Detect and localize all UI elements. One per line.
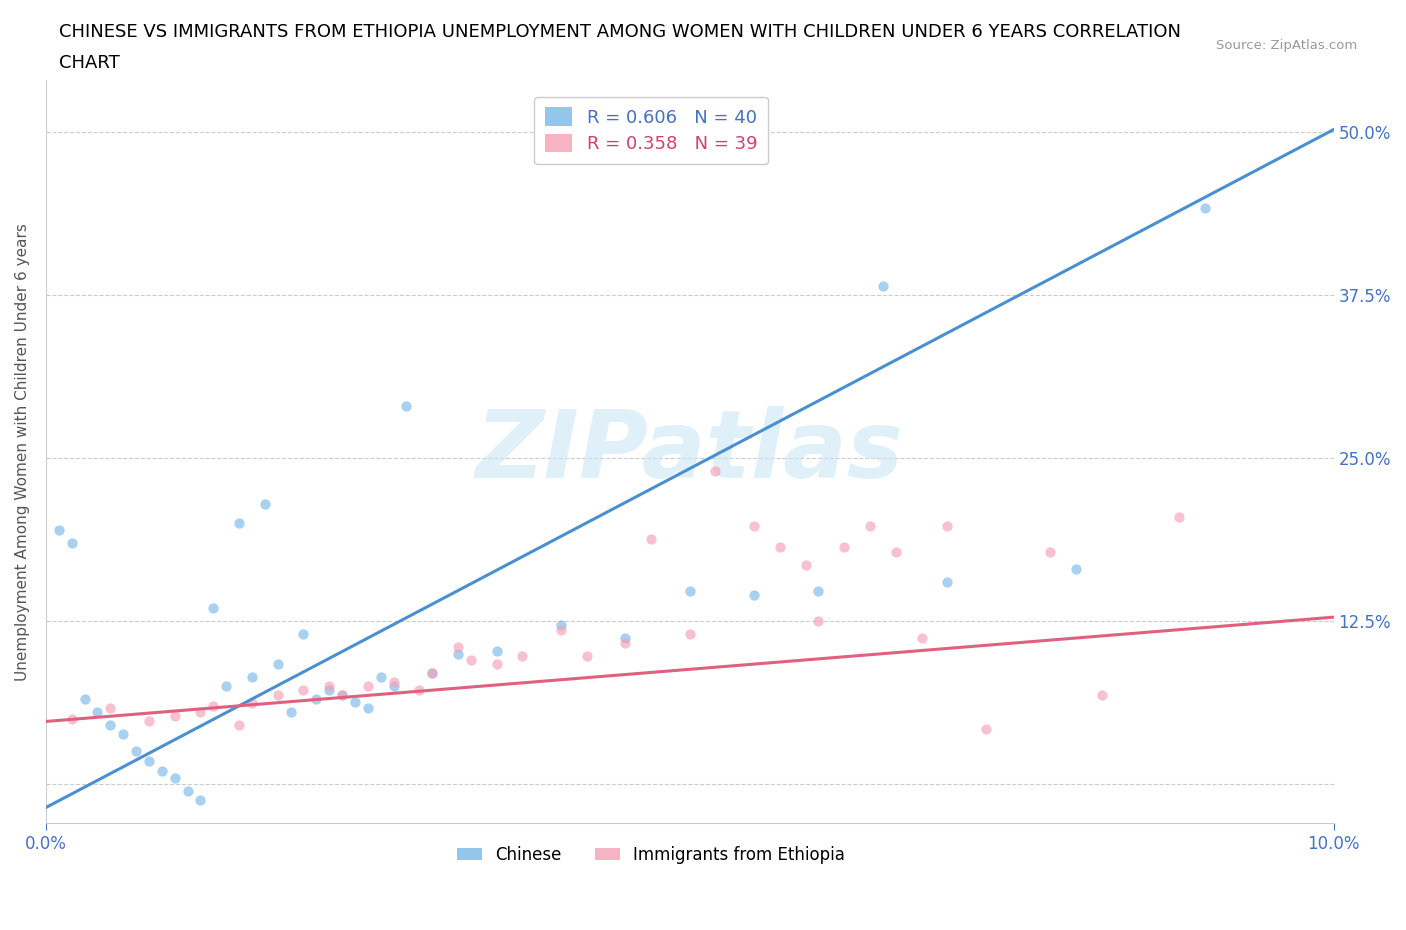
- Point: [512, 649, 534, 664]
- Point: [447, 640, 470, 655]
- Point: [163, 770, 186, 785]
- Point: [228, 718, 250, 733]
- Point: [86, 705, 108, 720]
- Legend: Chinese, Immigrants from Ethiopia: Chinese, Immigrants from Ethiopia: [450, 839, 852, 870]
- Point: [150, 764, 173, 778]
- Point: [408, 683, 430, 698]
- Point: [936, 519, 959, 534]
- Point: [125, 744, 148, 759]
- Point: [190, 705, 212, 720]
- Point: [318, 679, 340, 694]
- Text: CHINESE VS IMMIGRANTS FROM ETHIOPIA UNEMPLOYMENT AMONG WOMEN WITH CHILDREN UNDER: CHINESE VS IMMIGRANTS FROM ETHIOPIA UNEM…: [59, 23, 1181, 41]
- Point: [807, 614, 830, 629]
- Point: [202, 601, 225, 616]
- Point: [742, 519, 765, 534]
- Point: [614, 631, 637, 645]
- Point: [305, 692, 328, 707]
- Point: [640, 532, 662, 547]
- Point: [112, 727, 135, 742]
- Point: [240, 696, 263, 711]
- Point: [872, 279, 894, 294]
- Point: [73, 692, 96, 707]
- Point: [98, 701, 121, 716]
- Point: [98, 718, 121, 733]
- Point: [382, 675, 405, 690]
- Point: [614, 636, 637, 651]
- Point: [884, 545, 907, 560]
- Point: [485, 657, 508, 671]
- Point: [228, 516, 250, 531]
- Point: [1039, 545, 1062, 560]
- Point: [267, 657, 290, 671]
- Point: [357, 701, 380, 716]
- Point: [859, 519, 882, 534]
- Point: [330, 688, 353, 703]
- Text: Source: ZipAtlas.com: Source: ZipAtlas.com: [1216, 39, 1357, 52]
- Point: [1168, 510, 1191, 525]
- Point: [253, 497, 276, 512]
- Point: [1091, 688, 1114, 703]
- Point: [357, 679, 380, 694]
- Point: [343, 695, 366, 710]
- Point: [280, 705, 302, 720]
- Point: [1258, 822, 1281, 837]
- Point: [215, 679, 238, 694]
- Point: [395, 399, 418, 414]
- Point: [202, 698, 225, 713]
- Text: CHART: CHART: [59, 54, 120, 72]
- Point: [704, 464, 727, 479]
- Point: [292, 627, 315, 642]
- Point: [176, 783, 198, 798]
- Point: [420, 666, 443, 681]
- Point: [1194, 200, 1216, 215]
- Point: [138, 753, 160, 768]
- Point: [832, 539, 855, 554]
- Point: [910, 631, 932, 645]
- Point: [447, 646, 470, 661]
- Point: [292, 683, 315, 698]
- Point: [485, 644, 508, 658]
- Point: [936, 575, 959, 590]
- Point: [48, 523, 70, 538]
- Point: [550, 618, 572, 632]
- Point: [807, 584, 830, 599]
- Point: [330, 688, 353, 703]
- Point: [60, 536, 83, 551]
- Point: [550, 623, 572, 638]
- Point: [370, 670, 392, 684]
- Point: [769, 539, 792, 554]
- Point: [163, 709, 186, 724]
- Point: [974, 722, 997, 737]
- Point: [60, 711, 83, 726]
- Point: [190, 792, 212, 807]
- Point: [460, 653, 482, 668]
- Point: [267, 688, 290, 703]
- Point: [1064, 562, 1087, 577]
- Point: [240, 670, 263, 684]
- Point: [679, 627, 702, 642]
- Point: [420, 666, 443, 681]
- Point: [138, 714, 160, 729]
- Y-axis label: Unemployment Among Women with Children Under 6 years: Unemployment Among Women with Children U…: [15, 222, 30, 681]
- Text: ZIPatlas: ZIPatlas: [475, 405, 904, 498]
- Point: [318, 683, 340, 698]
- Point: [679, 584, 702, 599]
- Point: [382, 679, 405, 694]
- Point: [794, 558, 817, 573]
- Point: [575, 649, 598, 664]
- Point: [742, 588, 765, 603]
